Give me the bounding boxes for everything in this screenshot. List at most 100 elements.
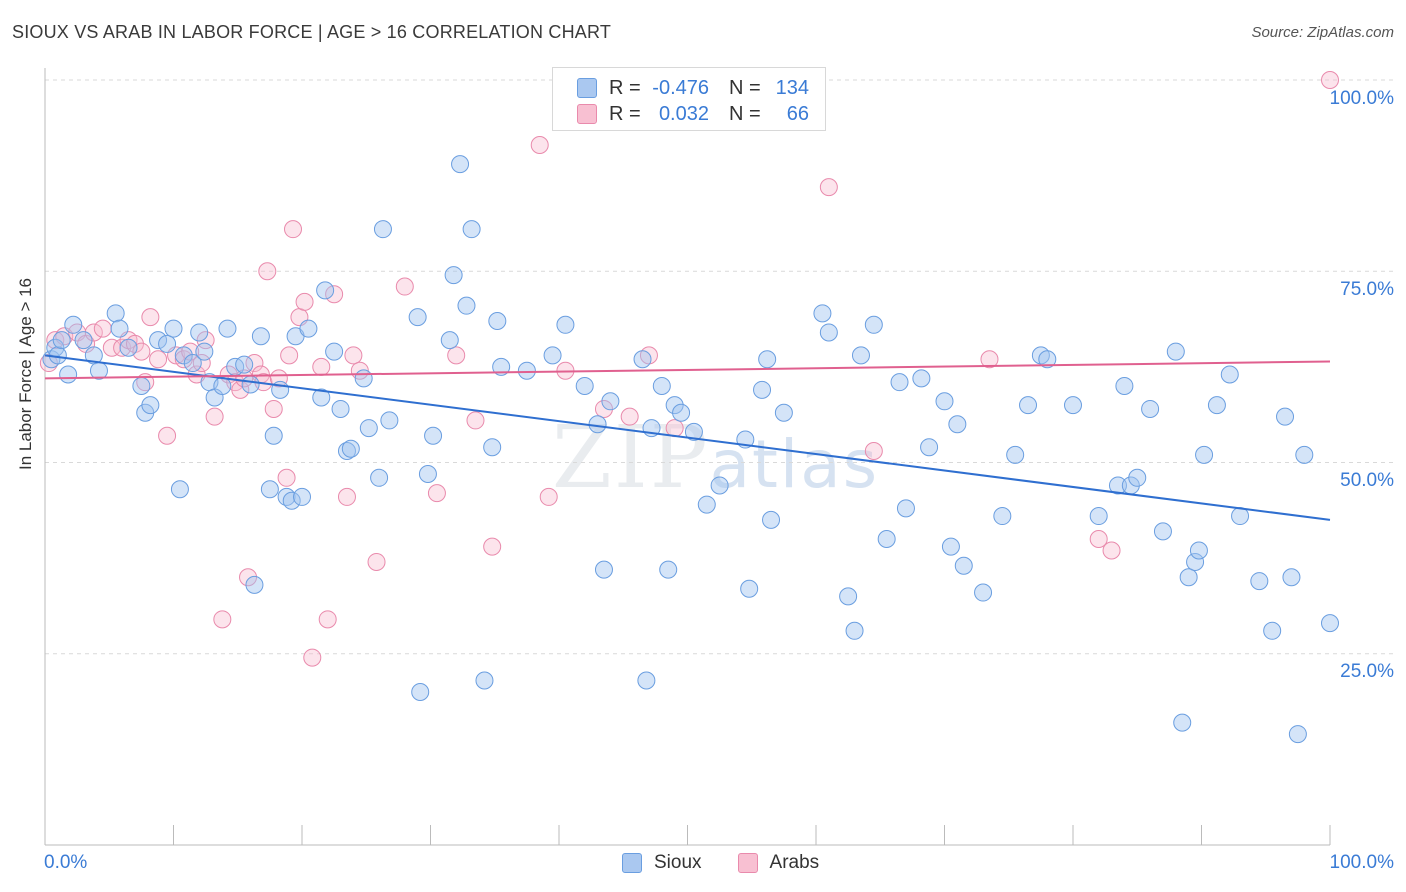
sioux-point (935, 392, 954, 411)
sioux-point (158, 334, 177, 353)
arabs-point (980, 350, 999, 369)
sioux-point (1128, 468, 1147, 487)
sioux-point (543, 346, 562, 365)
sioux-point (1166, 342, 1185, 361)
sioux-point (1173, 713, 1192, 732)
sioux-point (1141, 399, 1160, 418)
legend-row-sioux: R = -0.476 N = 134 (577, 76, 809, 100)
sioux-point (64, 315, 83, 334)
correlation-legend: R = -0.476 N = 134 R = 0.032 N = 66 (552, 67, 826, 131)
sioux-point (697, 495, 716, 514)
arabs-point (264, 399, 283, 418)
y-axis-label: In Labor Force | Age > 16 (16, 277, 35, 470)
legend-row-arabs: R = 0.032 N = 66 (577, 102, 809, 126)
arabs-point (1089, 530, 1108, 548)
watermark-atlas: atlas (709, 426, 880, 503)
sioux-point (312, 388, 331, 407)
sioux-point (1108, 476, 1127, 495)
sioux-points (42, 155, 1339, 744)
sioux-point (245, 575, 264, 594)
sioux-point (1295, 445, 1314, 464)
sioux-point (753, 380, 772, 399)
arabs-point (141, 308, 160, 327)
arabs-point (239, 568, 258, 587)
sioux-point (190, 323, 209, 342)
arabs-point (277, 468, 296, 487)
sioux-point (218, 319, 237, 338)
sioux-point (74, 331, 93, 350)
arabs-point (149, 350, 168, 369)
arabs-point (312, 357, 331, 376)
sioux-swatch (577, 78, 597, 98)
sioux-point (819, 323, 838, 342)
sioux-point (119, 338, 138, 357)
sioux-point (331, 399, 350, 418)
y-tick-label: 50.0% (1340, 470, 1394, 491)
sioux-point (195, 342, 214, 361)
arabs-point (158, 426, 177, 445)
arabs-point (46, 331, 65, 350)
arabs-point (395, 277, 414, 296)
sioux-point (1195, 445, 1214, 464)
sioux-point (106, 304, 125, 323)
arabs-point (539, 487, 558, 506)
sioux-point (575, 377, 594, 395)
sioux-point (665, 396, 684, 415)
sioux-point (762, 510, 781, 529)
sioux-point (251, 327, 270, 346)
sioux-point (758, 350, 777, 369)
sioux-point (264, 426, 283, 445)
sioux-point (1207, 396, 1226, 415)
sioux-point (1006, 445, 1025, 464)
y-tick-label: 25.0% (1340, 661, 1394, 682)
arabs-point (620, 407, 639, 426)
sioux-point (1288, 725, 1307, 744)
sioux-point (948, 415, 967, 434)
sioux-point (588, 415, 607, 434)
sioux-point (483, 438, 502, 457)
arabs-point (258, 262, 277, 281)
sioux-point (1220, 365, 1239, 384)
sioux-point (633, 350, 652, 369)
n-label: N = (729, 102, 761, 125)
sioux-point (1179, 568, 1198, 587)
legend-label-arabs: Arabs (769, 852, 820, 873)
sioux-point (851, 346, 870, 365)
sioux-point (672, 403, 691, 422)
arabs-point (318, 610, 337, 629)
arabs-point (483, 537, 502, 556)
sioux-point (235, 355, 254, 374)
sioux-point (601, 392, 620, 411)
sioux-point (149, 331, 168, 350)
arabs-point (325, 285, 344, 304)
sioux-point (183, 354, 202, 373)
arabs-point (1102, 541, 1121, 560)
sioux-point (457, 296, 476, 315)
sioux-point (440, 331, 459, 350)
arabs-swatch (737, 853, 758, 873)
sioux-point (141, 396, 160, 415)
sioux-point (325, 342, 344, 361)
sioux-point (373, 220, 392, 239)
sioux-point (170, 480, 189, 499)
arabs-point (447, 346, 466, 365)
sioux-point (492, 357, 511, 376)
legend-item-sioux[interactable]: Sioux (622, 852, 702, 874)
arabs-point (213, 610, 232, 629)
n-value: 66 (786, 102, 809, 125)
x-tick-label: 100.0% (1329, 852, 1394, 873)
sioux-point (213, 377, 232, 395)
r-label: R = (609, 76, 641, 99)
sioux-point (652, 377, 671, 395)
sioux-point (839, 587, 858, 606)
arabs-point (280, 346, 299, 365)
r-value: -0.476 (652, 76, 709, 99)
y-tick-label: 75.0% (1340, 279, 1394, 300)
sioux-point (896, 499, 915, 518)
arabs-point (594, 399, 613, 418)
sioux-point (864, 315, 883, 334)
sioux-point (517, 361, 536, 380)
legend-item-arabs[interactable]: Arabs (737, 852, 820, 874)
sioux-point (241, 375, 260, 394)
